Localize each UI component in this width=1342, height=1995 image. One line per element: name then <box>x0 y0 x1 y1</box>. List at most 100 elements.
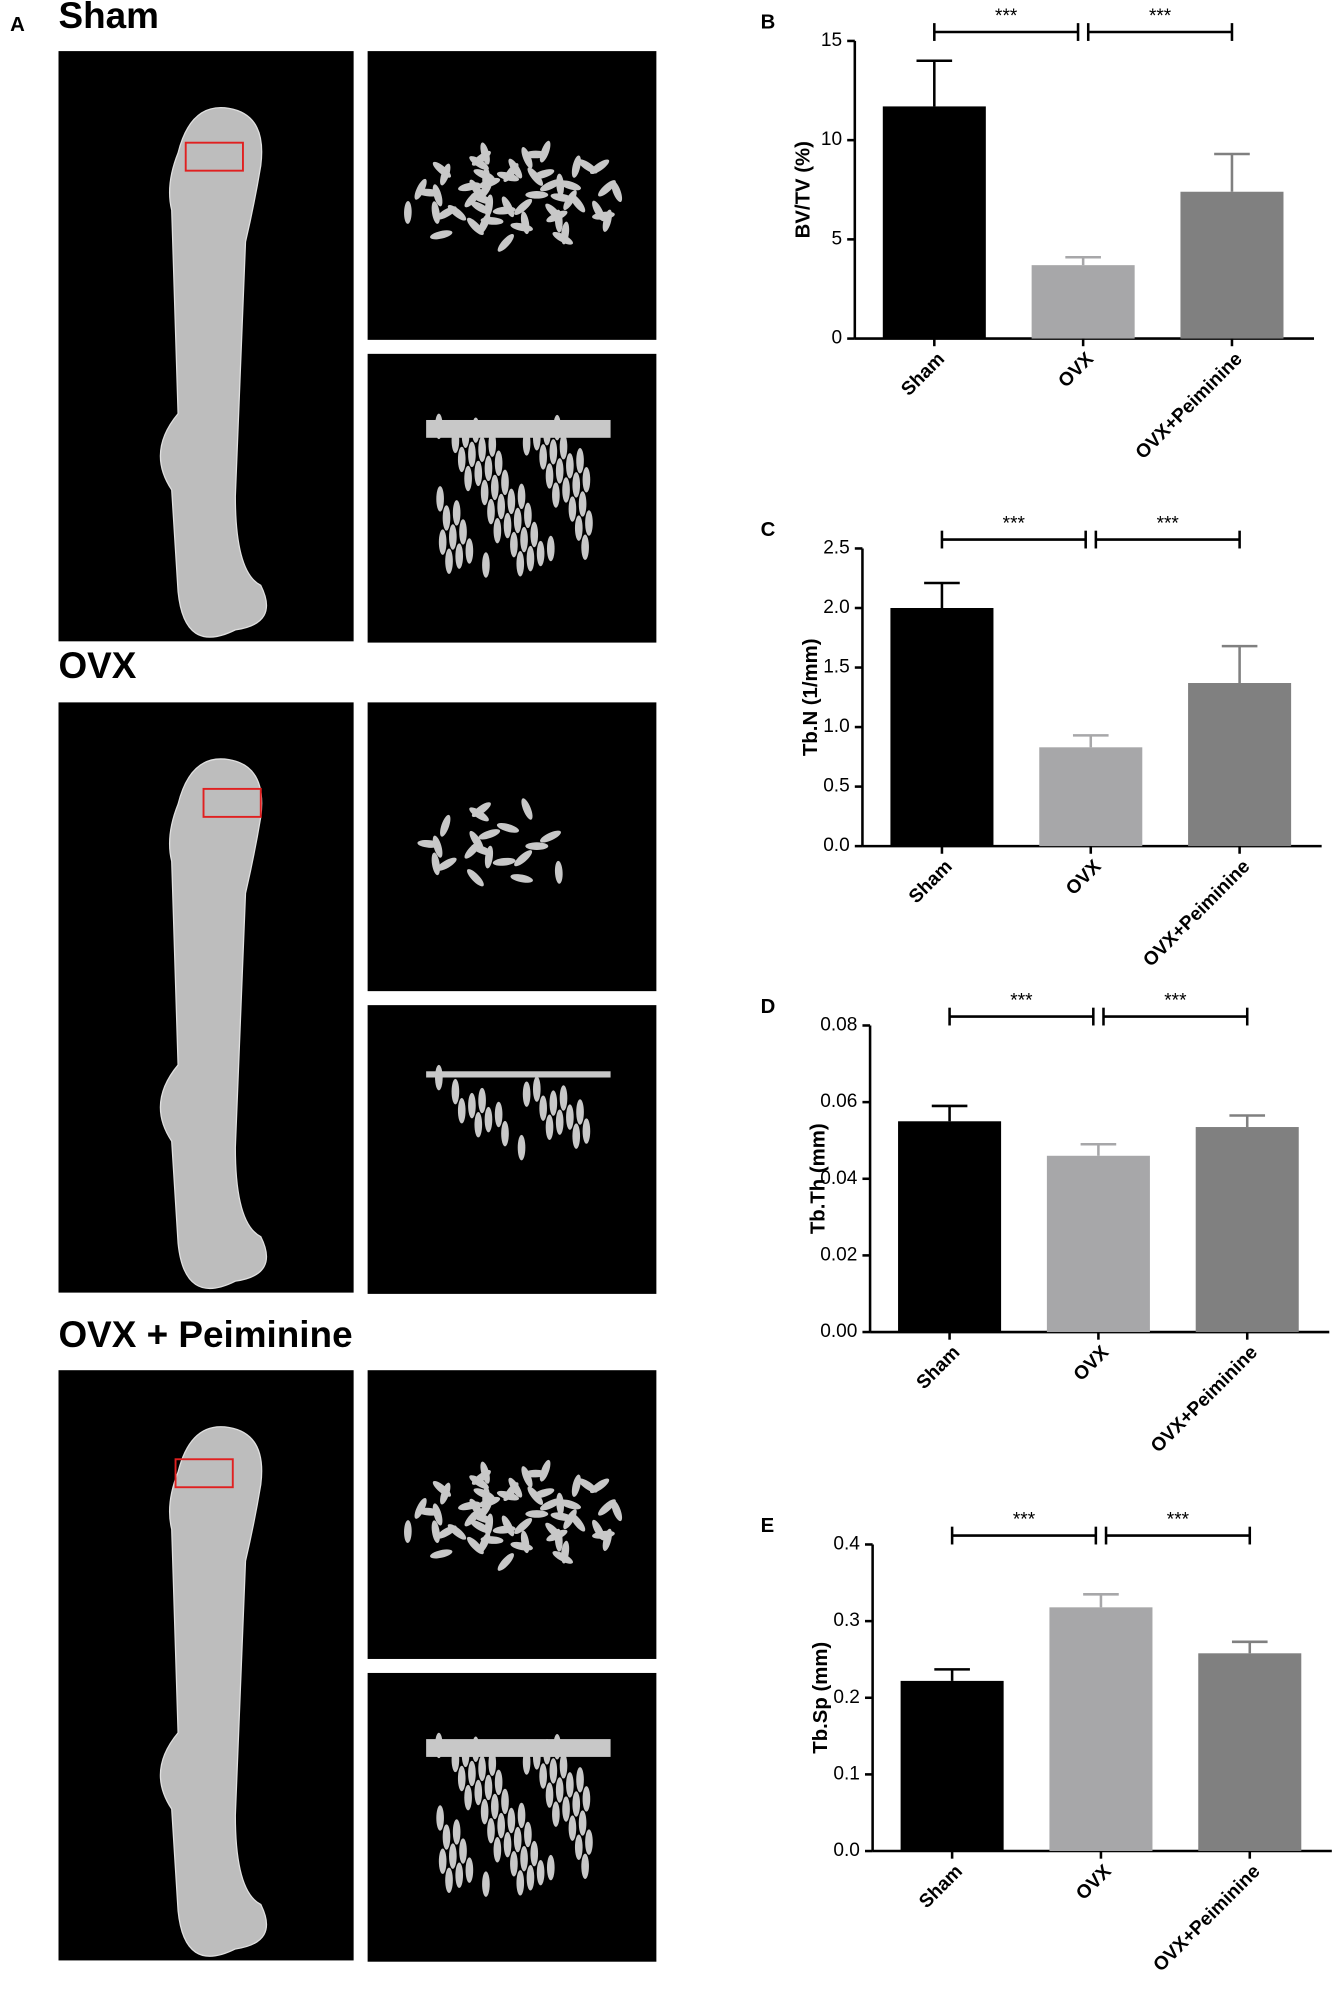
bar <box>1031 265 1135 339</box>
trabecula <box>459 1838 467 1864</box>
trabecula <box>478 1087 486 1114</box>
trabecula <box>471 844 493 856</box>
trabecula <box>507 1807 516 1834</box>
y-tick-label: 0.0 <box>823 835 850 856</box>
trabecula <box>432 1503 443 1526</box>
ct-image <box>367 702 657 992</box>
trabecula <box>536 540 545 567</box>
trabecula <box>552 1801 560 1827</box>
trabecula <box>558 180 582 191</box>
trabecula <box>582 467 591 493</box>
y-axis-label: Tb.Sp (mm) <box>810 1642 832 1754</box>
panel-label: A <box>10 14 25 36</box>
trabecula <box>510 1851 518 1877</box>
trabecula <box>521 798 533 820</box>
trabecula <box>492 857 516 866</box>
trabecula <box>468 1760 476 1787</box>
trabecula <box>576 447 584 474</box>
panel-label: E <box>761 1515 775 1537</box>
x-tick-label: OVX <box>1072 1861 1116 1905</box>
y-tick-label: 2.0 <box>823 597 850 618</box>
ct-image <box>367 1370 657 1659</box>
trabecula <box>517 483 526 510</box>
y-tick-label: 1.5 <box>823 657 850 678</box>
x-tick-label: OVX <box>1055 348 1099 392</box>
y-tick-label: 0.2 <box>833 1687 860 1708</box>
trabecula <box>457 1765 466 1792</box>
trabecula <box>572 472 581 498</box>
trabecula <box>469 807 489 822</box>
trabecula <box>440 814 451 837</box>
trabecula <box>578 1478 598 1493</box>
bar <box>890 608 994 847</box>
trabecula <box>484 1106 493 1133</box>
trabecula <box>497 233 514 252</box>
trabecula <box>466 869 484 887</box>
bone <box>159 107 268 638</box>
trabecula <box>539 1763 547 1789</box>
trabecula <box>555 1109 564 1135</box>
trabecula <box>447 1524 467 1540</box>
trabecula <box>480 217 504 225</box>
group-title: OVX + Peiminine <box>59 1314 353 1355</box>
trabecula <box>568 1815 577 1841</box>
bar <box>1049 1607 1153 1852</box>
trabecula <box>517 1802 526 1829</box>
x-tick-label: Sham <box>897 349 949 401</box>
trabecula <box>558 1499 582 1510</box>
trabecula <box>572 1791 581 1817</box>
trabecula <box>514 1517 533 1535</box>
trabecula <box>452 1819 461 1845</box>
trabecula <box>513 1826 522 1853</box>
trabecula <box>527 1486 544 1505</box>
trabecula <box>520 526 528 553</box>
significance: *** <box>1013 1509 1036 1530</box>
trabecula <box>497 1553 514 1571</box>
trabecula <box>559 1753 568 1779</box>
y-tick-label: 0 <box>831 328 842 349</box>
trabecula <box>474 460 483 487</box>
trabecula <box>576 1767 584 1793</box>
trabecula <box>457 446 466 473</box>
trabecula <box>445 548 453 574</box>
trabecula <box>487 498 495 525</box>
trabecula <box>482 1871 490 1897</box>
trabecula <box>572 1123 581 1149</box>
trabecula <box>582 1786 591 1812</box>
trabecula <box>566 453 574 479</box>
y-tick-label: 0.06 <box>820 1091 857 1112</box>
y-tick-label: 0.5 <box>823 776 850 797</box>
trabecula <box>550 193 574 202</box>
bar <box>900 1680 1004 1852</box>
trabecula <box>527 167 544 186</box>
trabecula <box>478 829 501 840</box>
y-tick-label: 2.5 <box>823 538 850 559</box>
bar <box>1195 1127 1299 1333</box>
trabecula <box>503 512 512 539</box>
bar <box>1046 1155 1150 1333</box>
trabecula <box>496 823 520 833</box>
bar <box>898 1121 1002 1333</box>
trabecula <box>545 463 554 489</box>
x-tick-label: OVX <box>1062 856 1106 900</box>
trabecula <box>426 1071 611 1078</box>
trabecula <box>524 502 532 529</box>
y-tick-label: 0.04 <box>820 1168 858 1189</box>
trabecula <box>539 444 547 470</box>
roi-box <box>174 1458 234 1489</box>
trabecula <box>530 521 539 548</box>
trabecula <box>525 191 549 199</box>
trabecula <box>559 433 568 460</box>
trabecula <box>585 510 593 536</box>
trabecula <box>556 1492 565 1516</box>
significance: *** <box>1149 6 1172 27</box>
trabecula <box>525 842 549 850</box>
trabecula <box>582 1118 591 1144</box>
trabecula <box>501 1788 509 1815</box>
trabecula <box>556 173 565 197</box>
y-tick-label: 1.0 <box>823 716 850 737</box>
trabecula <box>438 1848 447 1874</box>
bone <box>159 1426 268 1957</box>
trabecula <box>510 531 518 558</box>
ct-image <box>367 51 657 340</box>
